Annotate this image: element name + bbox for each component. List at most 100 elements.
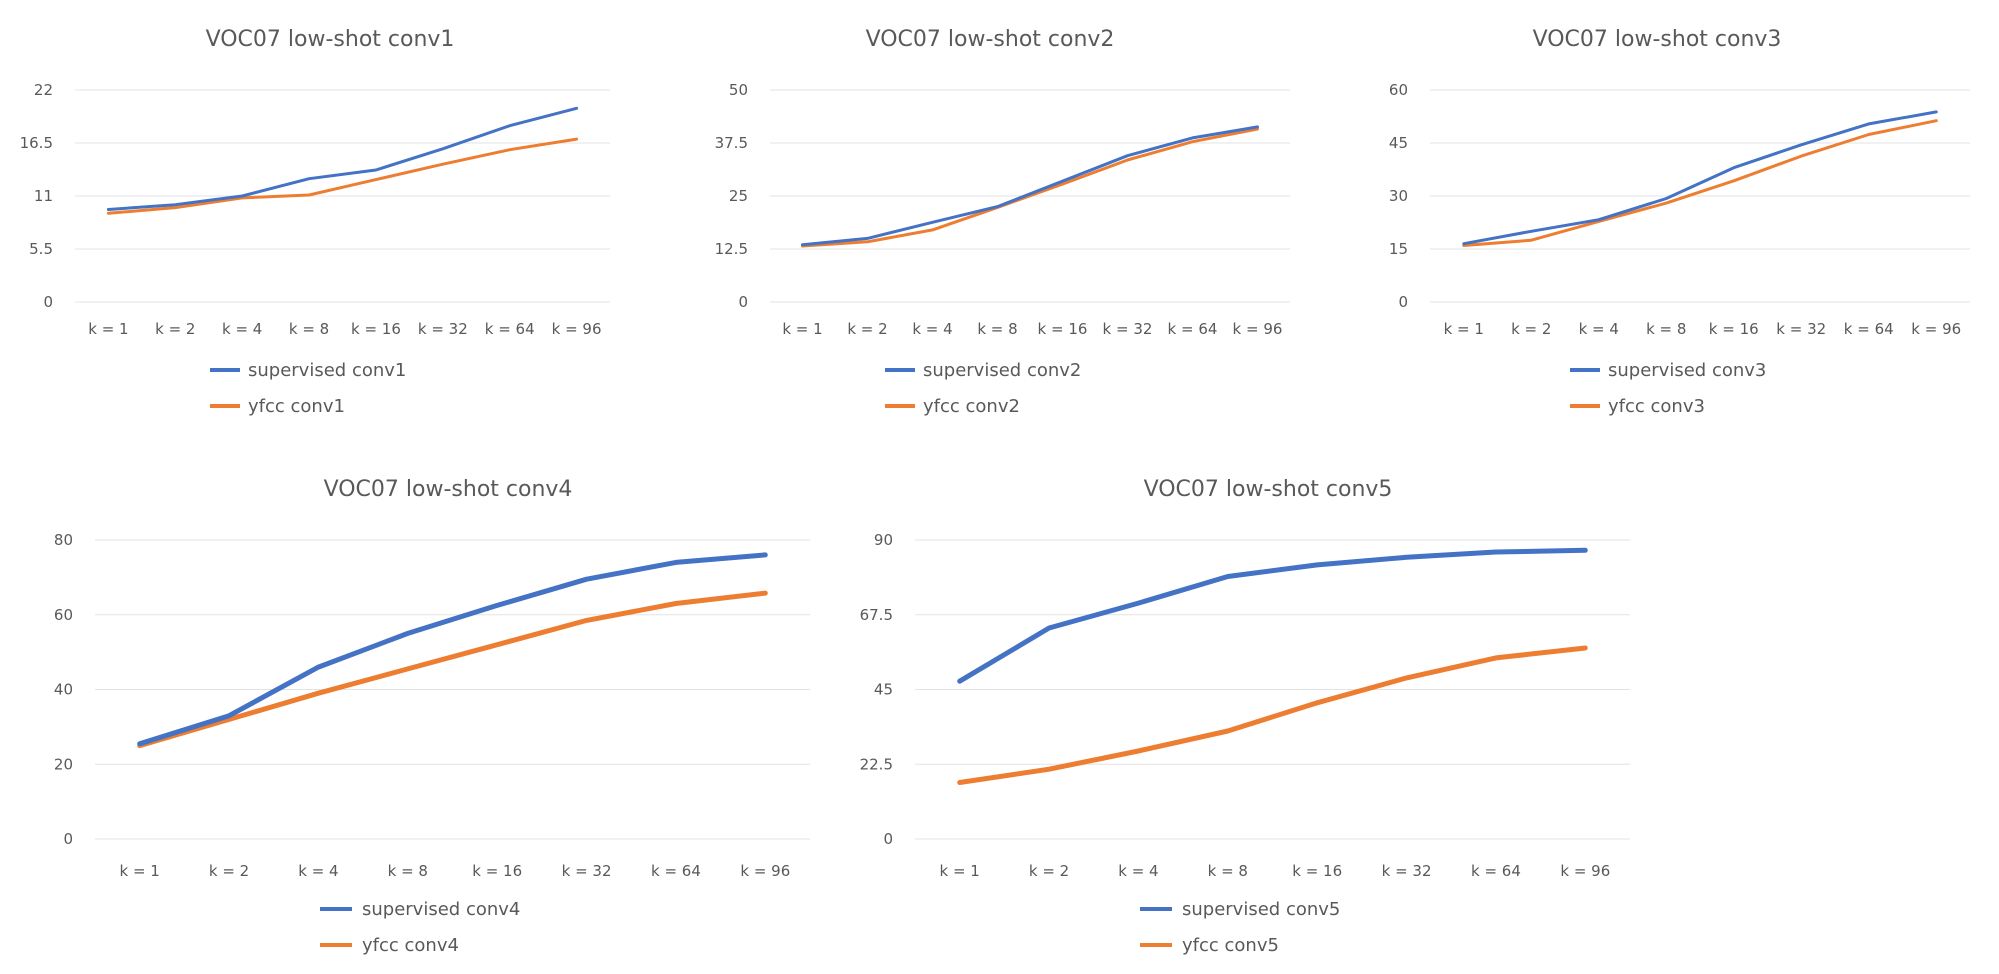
- chart-conv4: VOC07 low-shot conv4 0 20 40 60 80 k = 1 k = 2…: [54, 477, 810, 956]
- legend-label-yfcc: yfcc conv4: [362, 935, 459, 956]
- x-tick-label: k = 32: [562, 862, 612, 880]
- series-line-yfcc: [801, 127, 1259, 248]
- legend: supervised conv1 yfcc conv1: [210, 360, 406, 417]
- x-tick-label: k = 1: [120, 862, 160, 880]
- series-line-supervised: [957, 547, 1588, 684]
- y-tick-label: 60: [54, 606, 73, 624]
- series-line-supervised: [137, 552, 768, 747]
- x-tick-label: k = 16: [1292, 862, 1342, 880]
- legend-label-supervised: supervised conv2: [923, 360, 1081, 381]
- legend-label-supervised: supervised conv1: [248, 360, 406, 381]
- y-tick-label: 0: [883, 830, 893, 848]
- series-line-yfcc: [137, 590, 768, 749]
- chart-title: VOC07 low-shot conv4: [324, 477, 573, 502]
- x-tick-label: k = 64: [1168, 320, 1218, 338]
- x-tick-label: k = 16: [1709, 320, 1759, 338]
- legend: supervised conv4 yfcc conv4: [320, 899, 520, 956]
- y-tick-label: 90: [874, 531, 893, 549]
- x-tick-label: k = 96: [740, 862, 790, 880]
- x-tick-label: k = 32: [1382, 862, 1432, 880]
- series-line-yfcc: [957, 645, 1588, 785]
- x-tick-label: k = 1: [88, 320, 128, 338]
- y-tick-label: 45: [1389, 134, 1408, 152]
- y-tick-label: 20: [54, 755, 73, 773]
- x-tick-label: k = 32: [1103, 320, 1153, 338]
- x-tick-label: k = 2: [1029, 862, 1069, 880]
- plot-area: 0 20 40 60 80 k = 1 k = 2 k = 4 k = 8 k = 16 k = 3…: [54, 531, 810, 880]
- y-tick-label: 60: [1389, 81, 1408, 99]
- y-tick-label: 45: [874, 681, 893, 699]
- chart-title: VOC07 low-shot conv2: [866, 27, 1115, 52]
- x-tick-label: k = 64: [651, 862, 701, 880]
- y-tick-label: 0: [1398, 293, 1408, 311]
- series-line-supervised: [1462, 110, 1938, 246]
- legend-label-supervised: supervised conv5: [1182, 899, 1340, 920]
- y-tick-label: 16.5: [20, 134, 53, 152]
- series-line-supervised: [801, 125, 1259, 247]
- x-tick-label: k = 8: [977, 320, 1017, 338]
- plot-area: 0 22.5 45 67.5 90 k = 1 k = 2 k = 4 k = 8 k = 16 k…: [860, 531, 1630, 880]
- x-tick-label: k = 16: [351, 320, 401, 338]
- legend-label-yfcc: yfcc conv5: [1182, 935, 1279, 956]
- y-tick-label: 67.5: [860, 606, 893, 624]
- x-tick-label: k = 8: [388, 862, 428, 880]
- chart-title: VOC07 low-shot conv3: [1533, 27, 1782, 52]
- series-line-yfcc: [106, 137, 579, 215]
- plot-area: 0 12.5 25 37.5 50 k = 1 k = 2 k = 4 k = 8 k = 16 k…: [715, 81, 1290, 338]
- chart-title: VOC07 low-shot conv5: [1144, 477, 1393, 502]
- chart-conv1: VOC07 low-shot conv1 0 5.5 11 16.5 22 k = 1 k …: [20, 27, 610, 417]
- chart-title: VOC07 low-shot conv1: [206, 27, 455, 52]
- x-tick-label: k = 4: [1118, 862, 1158, 880]
- plot-area: 0 15 30 45 60 k = 1 k = 2 k = 4 k = 8 k = 16 k = 3…: [1389, 81, 1970, 338]
- x-tick-label: k = 1: [940, 862, 980, 880]
- legend-label-supervised: supervised conv4: [362, 899, 520, 920]
- plot-area: 0 5.5 11 16.5 22 k = 1 k = 2 k = 4 k = 8 k = 16 k …: [20, 81, 610, 338]
- legend-label-yfcc: yfcc conv1: [248, 396, 345, 417]
- y-tick-label: 37.5: [715, 134, 748, 152]
- y-tick-label: 25: [729, 187, 748, 205]
- y-tick-label: 40: [54, 681, 73, 699]
- x-tick-label: k = 2: [209, 862, 249, 880]
- x-tick-label: k = 2: [1511, 320, 1551, 338]
- y-tick-label: 22.5: [860, 755, 893, 773]
- x-tick-label: k = 96: [1560, 862, 1610, 880]
- legend-label-yfcc: yfcc conv2: [923, 396, 1020, 417]
- y-tick-label: 80: [54, 531, 73, 549]
- chart-conv5: VOC07 low-shot conv5 0 22.5 45 67.5 90 k = 1 k…: [860, 477, 1630, 956]
- series-line-supervised: [106, 106, 579, 211]
- x-tick-label: k = 4: [1579, 320, 1619, 338]
- x-tick-label: k = 8: [1208, 862, 1248, 880]
- chart-conv2: VOC07 low-shot conv2 0 12.5 25 37.5 50 k = 1 k…: [715, 27, 1290, 417]
- y-tick-label: 30: [1389, 187, 1408, 205]
- x-tick-label: k = 32: [418, 320, 468, 338]
- x-tick-label: k = 32: [1776, 320, 1826, 338]
- y-tick-label: 0: [738, 293, 748, 311]
- x-tick-label: k = 8: [1646, 320, 1686, 338]
- x-tick-label: k = 16: [1038, 320, 1088, 338]
- legend: supervised conv2 yfcc conv2: [885, 360, 1081, 417]
- x-tick-label: k = 64: [1844, 320, 1894, 338]
- legend: supervised conv5 yfcc conv5: [1140, 899, 1340, 956]
- x-tick-label: k = 2: [155, 320, 195, 338]
- y-tick-label: 50: [729, 81, 748, 99]
- x-tick-label: k = 1: [1444, 320, 1484, 338]
- x-tick-label: k = 4: [298, 862, 338, 880]
- x-tick-label: k = 4: [912, 320, 952, 338]
- x-tick-label: k = 1: [782, 320, 822, 338]
- x-tick-label: k = 96: [1911, 320, 1961, 338]
- y-tick-label: 0: [43, 293, 53, 311]
- x-tick-label: k = 16: [472, 862, 522, 880]
- x-tick-label: k = 96: [552, 320, 602, 338]
- y-tick-label: 22: [34, 81, 53, 99]
- legend-label-yfcc: yfcc conv3: [1608, 396, 1705, 417]
- x-tick-label: k = 4: [222, 320, 262, 338]
- y-tick-label: 5.5: [29, 240, 53, 258]
- series-line-yfcc: [1462, 119, 1938, 247]
- x-tick-label: k = 8: [289, 320, 329, 338]
- y-tick-label: 15: [1389, 240, 1408, 258]
- y-tick-label: 12.5: [715, 240, 748, 258]
- y-tick-label: 0: [63, 830, 73, 848]
- x-tick-label: k = 96: [1233, 320, 1283, 338]
- legend: supervised conv3 yfcc conv3: [1570, 360, 1766, 417]
- chart-conv3: VOC07 low-shot conv3 0 15 30 45 60 k = 1 k = 2…: [1389, 27, 1970, 417]
